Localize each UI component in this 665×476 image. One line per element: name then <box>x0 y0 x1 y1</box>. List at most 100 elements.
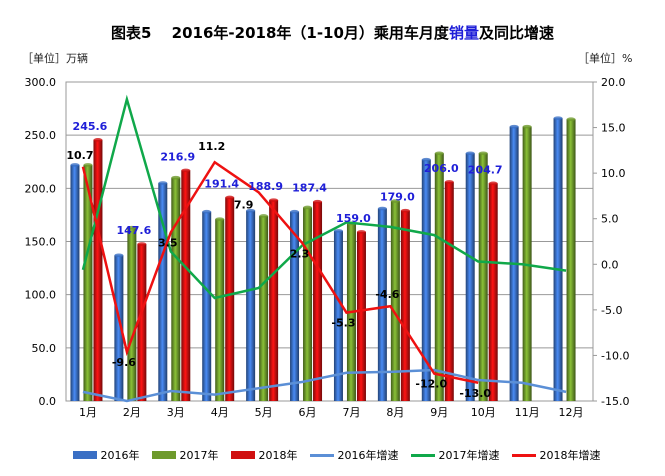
sales-label: 216.9 <box>160 150 195 163</box>
bar-cap <box>70 163 80 167</box>
title-highlight: 销量 <box>448 24 479 42</box>
bar-cap <box>377 206 387 211</box>
right-tick-label: -15.0 <box>601 395 629 408</box>
bar-2018年 <box>488 183 498 401</box>
bar-cap <box>269 198 279 202</box>
bar-cap <box>246 208 256 213</box>
chart-title: 图表5 2016年-2018年（1-10月）乘用车月度销量及同比增速 <box>0 22 665 43</box>
bar-2017年 <box>171 177 181 401</box>
bar-2017年 <box>127 227 137 401</box>
legend-swatch <box>230 451 255 459</box>
bar-2017年 <box>390 201 400 401</box>
bar-2018年 <box>269 200 279 401</box>
right-tick-label: 5.0 <box>601 213 619 226</box>
left-tick-label: 250.0 <box>25 129 57 142</box>
sales-label: 245.6 <box>73 120 108 133</box>
right-tick-label: -5.0 <box>601 304 622 317</box>
growth-label: -9.6 <box>112 356 136 369</box>
bar-2018年 <box>444 181 454 401</box>
bar-cap <box>488 181 498 186</box>
bar-cap <box>434 151 444 156</box>
legend-item: 2016年 <box>72 447 140 463</box>
growth-label: 3.5 <box>158 236 178 249</box>
sales-label: 179.0 <box>380 191 415 204</box>
bar-cap <box>137 242 147 246</box>
bar-cap <box>93 138 103 142</box>
x-tick-label: 12月 <box>559 406 584 419</box>
left-tick-label: 50.0 <box>32 342 57 355</box>
bar-cap <box>509 124 519 129</box>
bar-2016年 <box>377 208 387 401</box>
bar-2017年 <box>303 207 313 401</box>
legend-swatch <box>410 453 435 457</box>
bar-cap <box>356 230 366 234</box>
bar-cap <box>225 195 235 200</box>
line-2018年增速 <box>81 160 479 384</box>
bar-2018年 <box>137 244 147 401</box>
bar-2017年 <box>478 153 488 401</box>
legend-item: 2017年 <box>151 447 219 463</box>
bar-cap <box>313 199 323 204</box>
x-tick-label: 10月 <box>471 406 496 419</box>
bar-cap <box>83 163 93 167</box>
right-unit-label: ［单位］% <box>578 52 633 65</box>
legend-label: 2018年增速 <box>539 449 601 462</box>
growth-label: 11.2 <box>198 140 225 153</box>
legend-swatch <box>511 453 536 457</box>
x-tick-label: 4月 <box>211 406 229 419</box>
bar-cap <box>171 175 181 180</box>
x-tick-label: 7月 <box>342 406 360 419</box>
bar-cap <box>181 168 191 173</box>
title-suffix: 及同比增速 <box>478 24 554 42</box>
sales-label: 204.7 <box>468 163 503 176</box>
bar-2016年 <box>70 164 80 401</box>
legend-swatch <box>309 453 334 457</box>
bar-cap <box>202 209 212 214</box>
legend-label: 2016年增速 <box>337 449 399 462</box>
legend: 2016年 2017年 2018年 2016年增速 2017年增速 2018年增速 <box>14 447 659 463</box>
bar-2017年 <box>259 215 269 401</box>
right-tick-label: 0.0 <box>601 258 619 271</box>
x-tick-label: 1月 <box>79 406 97 419</box>
bar-2016年 <box>158 183 168 401</box>
left-unit-label: ［单位］万辆 <box>22 52 88 65</box>
bar-2016年 <box>114 255 124 401</box>
bar-2017年 <box>215 219 225 401</box>
bar-cap <box>465 151 475 156</box>
sales-label: 159.0 <box>336 212 371 225</box>
left-tick-label: 300.0 <box>25 76 57 89</box>
bar-cap <box>566 117 576 122</box>
x-tick-label: 8月 <box>386 406 404 419</box>
bar-2018年 <box>93 139 103 401</box>
growth-label: 10.7 <box>66 149 93 162</box>
left-tick-label: 150.0 <box>25 236 57 249</box>
left-tick-label: 200.0 <box>25 182 57 195</box>
x-tick-label: 9月 <box>430 406 448 419</box>
bar-cap <box>127 225 137 230</box>
bar-2018年 <box>225 197 235 401</box>
title-prefix: 图表5 2016年-2018年（1-10月）乘用车月度 <box>111 24 449 42</box>
right-tick-label: 15.0 <box>601 122 626 135</box>
growth-label: -12.0 <box>415 378 447 391</box>
growth-label: -5.3 <box>331 317 355 330</box>
growth-label: 2.3 <box>290 247 310 260</box>
x-tick-label: 2月 <box>123 406 141 419</box>
bar-cap <box>114 253 124 258</box>
bar-2016年 <box>246 210 256 401</box>
right-tick-label: -10.0 <box>601 349 629 362</box>
bar-2016年 <box>421 159 431 401</box>
growth-label: -13.0 <box>459 387 491 400</box>
bar-2018年 <box>356 231 366 401</box>
sales-label: 206.0 <box>424 162 459 175</box>
x-tick-label: 11月 <box>515 406 540 419</box>
bar-cap <box>478 151 488 156</box>
bar-cap <box>390 199 400 203</box>
right-tick-label: 10.0 <box>601 167 626 180</box>
bar-cap <box>553 116 563 120</box>
line-2016年增速 <box>82 368 567 403</box>
bar-cap <box>522 124 532 129</box>
bar-2018年 <box>400 210 410 401</box>
bar-2017年 <box>566 119 576 401</box>
bar-cap <box>158 181 168 185</box>
